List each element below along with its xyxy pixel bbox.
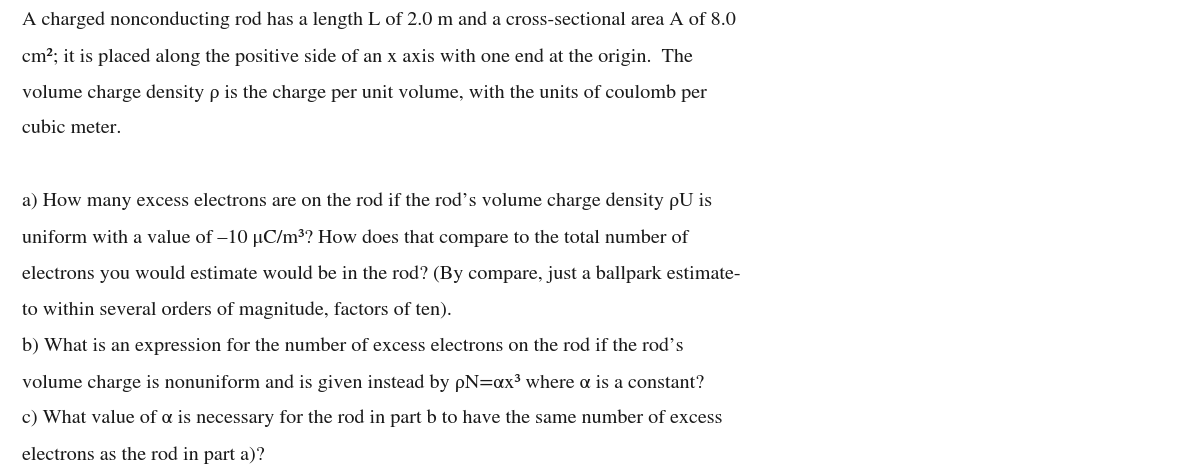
Text: a) How many excess electrons are on the rod if the rod’s volume charge density ρ: a) How many excess electrons are on the …: [22, 193, 712, 210]
Text: volume charge is nonuniform and is given instead by ρN=αx³ where α is a constant: volume charge is nonuniform and is given…: [22, 374, 703, 392]
Text: b) What is an expression for the number of excess electrons on the rod if the ro: b) What is an expression for the number …: [22, 337, 683, 355]
Text: c) What value of α is necessary for the rod in part b to have the same number of: c) What value of α is necessary for the …: [22, 410, 722, 427]
Text: cubic meter.: cubic meter.: [22, 120, 121, 137]
Text: electrons as the rod in part a)?: electrons as the rod in part a)?: [22, 446, 264, 464]
Text: volume charge density ρ is the charge per unit volume, with the units of coulomb: volume charge density ρ is the charge pe…: [22, 84, 707, 102]
Text: to within several orders of magnitude, factors of ten).: to within several orders of magnitude, f…: [22, 301, 451, 319]
Text: electrons you would estimate would be in the rod? (By compare, just a ballpark e: electrons you would estimate would be in…: [22, 265, 740, 283]
Text: cm²; it is placed along the positive side of an x axis with one end at the origi: cm²; it is placed along the positive sid…: [22, 48, 692, 66]
Text: A charged nonconducting rod has a length L of 2.0 m and a cross-sectional area A: A charged nonconducting rod has a length…: [22, 12, 736, 29]
Text: uniform with a value of –10 μC/m³? How does that compare to the total number of: uniform with a value of –10 μC/m³? How d…: [22, 229, 688, 247]
